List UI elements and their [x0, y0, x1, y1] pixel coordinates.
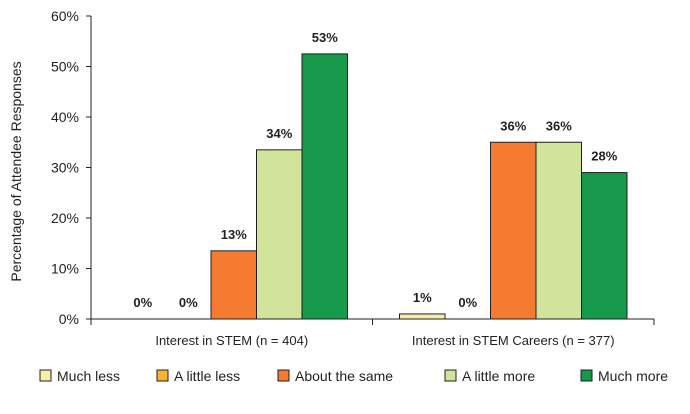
y-tick-label: 50%	[51, 59, 79, 75]
bar	[256, 149, 303, 320]
y-axis-title: Percentage of Attendee Responses	[8, 61, 24, 281]
legend-label: A little more	[462, 368, 535, 384]
legend-swatch	[277, 369, 290, 382]
y-tick-label: 20%	[51, 210, 79, 226]
x-category-label: Interest in STEM (n = 404)	[155, 333, 308, 348]
legend-swatch	[444, 369, 457, 382]
legend-swatch	[156, 369, 169, 382]
data-label: 53%	[312, 30, 338, 45]
data-label: 0%	[133, 295, 152, 310]
data-label: 13%	[221, 227, 247, 242]
bar	[581, 172, 628, 320]
legend-label: A little less	[174, 368, 240, 384]
data-label: 0%	[458, 295, 477, 310]
y-tick-label: 0%	[59, 311, 79, 327]
data-label: 34%	[266, 126, 292, 141]
legend-label: About the same	[295, 368, 393, 384]
bar	[210, 250, 257, 320]
legend-swatch	[580, 369, 593, 382]
data-label: 28%	[591, 149, 617, 164]
legend-label: Much less	[57, 368, 120, 384]
data-labels: 0% 0% 13% 34% 53% 1% 0% 36% 36% 28%	[133, 30, 617, 310]
legend-label: Much more	[598, 368, 668, 384]
y-tick-label: 60%	[51, 8, 79, 24]
data-label: 0%	[179, 295, 198, 310]
data-label: 36%	[500, 118, 526, 133]
y-tick-label: 40%	[51, 109, 79, 125]
bars	[210, 53, 628, 320]
y-tick-label: 10%	[51, 261, 79, 277]
bar	[535, 141, 582, 320]
legend-swatch	[39, 369, 52, 382]
x-category-label: Interest in STEM Careers (n = 377)	[412, 333, 615, 348]
data-label: 36%	[546, 118, 572, 133]
y-tick-label: 30%	[51, 160, 79, 176]
data-label: 1%	[413, 290, 432, 305]
bar	[301, 53, 348, 320]
legend: Much less A little less About the same A li…	[39, 368, 668, 384]
axes: 0% 10% 20% 30% 40% 50% 60% Percentage of Attend…	[8, 8, 655, 348]
bar	[490, 141, 537, 320]
bar	[399, 313, 446, 320]
